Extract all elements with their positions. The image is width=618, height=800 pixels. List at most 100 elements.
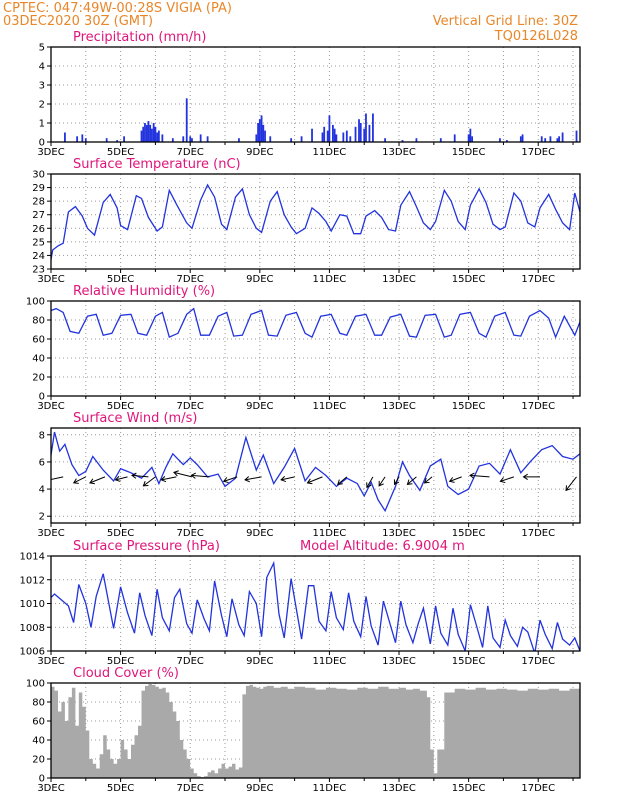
- wind-vector-head: [393, 479, 400, 486]
- wind-vector-shaft: [394, 476, 400, 485]
- precip-bar: [558, 136, 561, 142]
- precip-ytick-label: 3: [39, 81, 45, 92]
- model-altitude: Model Altitude: 6.9004 m: [300, 539, 465, 554]
- wind-xtick-label: 5DEC: [107, 528, 134, 539]
- temp-frame: [50, 173, 581, 270]
- wind-vector: [114, 475, 128, 482]
- wind-vector: [280, 475, 295, 483]
- rh-ytick-label: 100: [26, 297, 45, 308]
- wind-vector-head: [173, 470, 179, 477]
- cloud-ytick-label: 40: [32, 736, 45, 747]
- precip-bar: [145, 124, 148, 142]
- temp-plot-area: [51, 183, 580, 260]
- temp-xtick-label: 13DEC: [382, 274, 416, 285]
- wind-vector-head: [244, 476, 250, 483]
- precip-bar: [144, 123, 146, 142]
- wind-vector-head: [222, 477, 229, 484]
- rh-series-line: [51, 307, 580, 339]
- wind-vector-shaft: [223, 476, 238, 482]
- temp-xtick-label: 11DEC: [313, 274, 347, 285]
- rh-frame: [50, 300, 581, 397]
- cloud-cover-area: [51, 684, 580, 778]
- precip-bar: [544, 138, 547, 142]
- temp-title: Surface Temperature (nC): [73, 157, 241, 172]
- precip-bar: [506, 140, 508, 142]
- wind-xtick-label: 11DEC: [313, 528, 347, 539]
- wind-vector: [499, 476, 515, 484]
- rh-ytick-label: 20: [32, 373, 45, 384]
- pressure-plot-area: [51, 560, 580, 651]
- precip-bar: [140, 130, 143, 142]
- wind-ytick-label: 6: [39, 457, 45, 468]
- precip-bar: [64, 132, 66, 142]
- cloud-ytick-label: 100: [26, 679, 45, 690]
- wind-vector-head: [337, 479, 343, 485]
- precip-bar: [255, 134, 258, 142]
- wind-xtick-label: 17DEC: [521, 528, 555, 539]
- wind-series-line: [51, 431, 580, 513]
- pressure-ytick-label: 1010: [20, 599, 45, 610]
- rh-xtick-label: 3DEC: [37, 401, 64, 412]
- cloud-xtick-label: 7DEC: [177, 783, 204, 794]
- pressure-panel: 1006 1008 1010 1012 1014 3DEC 5DEC 7DEC 9DEC 11DE…: [20, 552, 581, 667]
- precip-ytick-label: 2: [39, 100, 45, 111]
- temp-xtick-label: 15DEC: [452, 274, 486, 285]
- temp-xtick-label: 5DEC: [107, 274, 134, 285]
- wind-vector-head: [565, 485, 571, 492]
- precip-bar: [191, 138, 193, 142]
- cloud-frame: [50, 682, 581, 779]
- precip-bar: [323, 126, 326, 142]
- temp-ytick-label: 28: [32, 197, 45, 208]
- temp-xtick-label: 3DEC: [37, 274, 64, 285]
- wind-vector-head: [190, 472, 197, 479]
- precip-bar: [185, 98, 188, 142]
- wind-frame: [50, 427, 581, 524]
- precip-bar: [123, 136, 125, 142]
- pressure-xtick-label: 9DEC: [246, 656, 273, 667]
- precip-bar: [384, 138, 387, 142]
- wind-vector-shaft: [469, 474, 490, 478]
- cloud-xtick-label: 9DEC: [246, 783, 273, 794]
- precip-bar: [342, 132, 345, 142]
- temp-ytick-label: 25: [32, 237, 45, 248]
- precip-bar: [471, 136, 474, 142]
- temp-ytick-label: 23: [32, 265, 45, 276]
- precip-bar: [345, 130, 348, 142]
- temp-ytick-label: 26: [32, 224, 45, 235]
- wind-vector-shaft: [73, 476, 87, 484]
- precip-bar: [257, 123, 259, 142]
- precip-bar: [151, 128, 153, 142]
- pressure-ytick-label: 1012: [20, 575, 45, 586]
- wind-vector: [469, 472, 490, 479]
- precip-ytick-label: 0: [39, 138, 45, 149]
- temp-ytick-label: 30: [32, 170, 45, 181]
- model-code: TQ0126L028: [494, 29, 578, 44]
- wind-vector: [423, 476, 433, 484]
- precip-ytick-label: 1: [39, 119, 45, 130]
- cloud-ytick-label: 0: [39, 774, 45, 785]
- wind-xtick-label: 7DEC: [177, 528, 204, 539]
- precip-bar: [116, 140, 119, 142]
- wind-vector-shaft: [281, 476, 295, 481]
- precip-bar: [81, 134, 84, 142]
- station-header: CPTEC: 047:49W-00:28S VIGIA (PA): [3, 1, 232, 16]
- precip-xtick-label: 11DEC: [313, 147, 347, 158]
- precip-bar: [269, 136, 272, 142]
- pressure-xtick-label: 5DEC: [107, 656, 134, 667]
- cloud-xtick-label: 13DEC: [382, 783, 416, 794]
- precip-title: Precipitation (mm/h): [73, 30, 206, 45]
- cloud-plot-area: [51, 684, 580, 778]
- wind-vector-shaft: [366, 476, 374, 488]
- wind-vector-head: [378, 480, 384, 487]
- wind-xtick-label: 15DEC: [452, 528, 486, 539]
- precip-bar: [499, 138, 501, 142]
- cloud-ytick-label: 20: [32, 755, 45, 766]
- wind-vector: [393, 476, 400, 486]
- precip-bar: [368, 124, 371, 142]
- precip-bar: [575, 130, 578, 142]
- wind-vector: [366, 476, 374, 489]
- wind-vector-shaft: [449, 476, 462, 482]
- wind-vector-head: [522, 473, 528, 480]
- temp-ytick-label: 24: [32, 251, 45, 262]
- wind-vector: [173, 470, 193, 478]
